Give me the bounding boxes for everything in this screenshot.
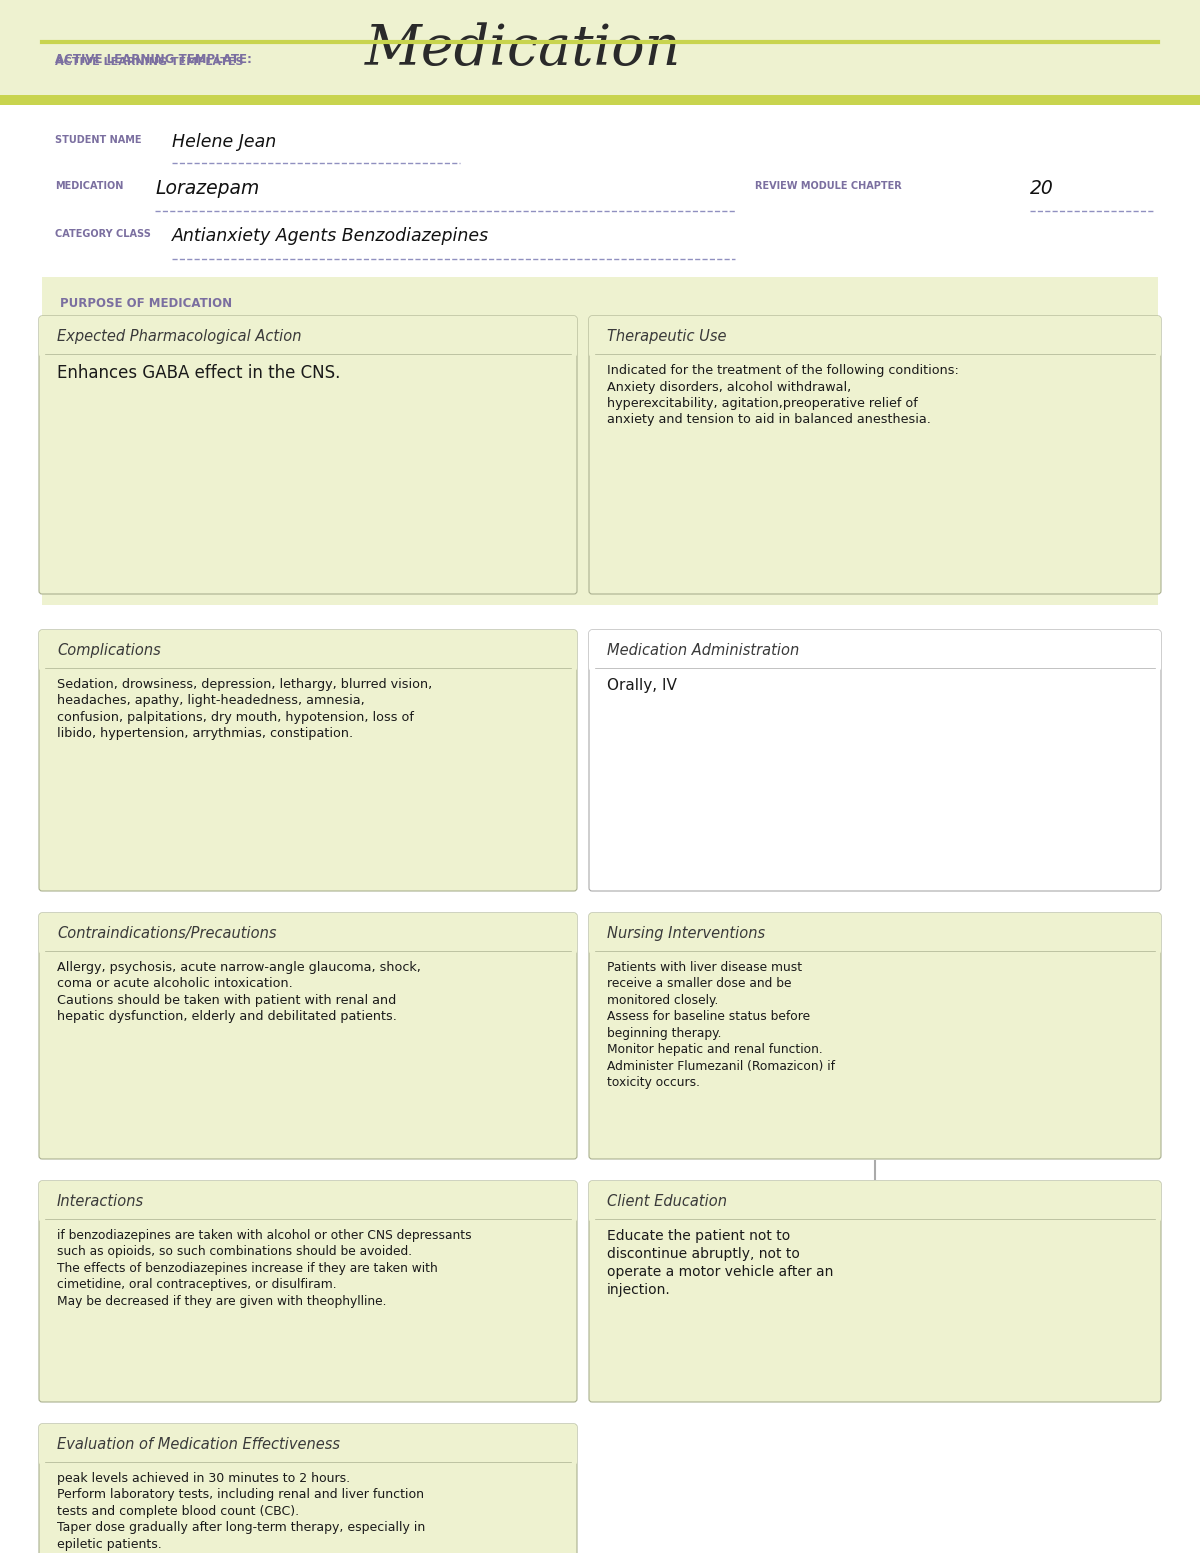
FancyBboxPatch shape xyxy=(589,913,1162,1159)
FancyBboxPatch shape xyxy=(38,315,577,357)
FancyBboxPatch shape xyxy=(589,631,1162,891)
FancyBboxPatch shape xyxy=(589,913,1162,954)
Text: Sedation, drowsiness, depression, lethargy, blurred vision,
headaches, apathy, l: Sedation, drowsiness, depression, lethar… xyxy=(58,679,432,741)
Text: PURPOSE OF MEDICATION: PURPOSE OF MEDICATION xyxy=(60,297,232,311)
Text: STUDENT NAME: STUDENT NAME xyxy=(55,135,142,144)
Text: Helene Jean: Helene Jean xyxy=(172,134,276,151)
Text: Enhances GABA effect in the CNS.: Enhances GABA effect in the CNS. xyxy=(58,363,341,382)
Text: Allergy, psychosis, acute narrow-angle glaucoma, shock,
coma or acute alcoholic : Allergy, psychosis, acute narrow-angle g… xyxy=(58,961,421,1023)
Text: Medication Administration: Medication Administration xyxy=(607,643,799,658)
FancyBboxPatch shape xyxy=(38,913,577,954)
FancyBboxPatch shape xyxy=(38,1180,577,1222)
Text: Nursing Interventions: Nursing Interventions xyxy=(607,926,766,941)
FancyBboxPatch shape xyxy=(589,631,1162,671)
FancyBboxPatch shape xyxy=(38,315,577,593)
Text: peak levels achieved in 30 minutes to 2 hours.
Perform laboratory tests, includi: peak levels achieved in 30 minutes to 2 … xyxy=(58,1472,425,1551)
Text: Contraindications/Precautions: Contraindications/Precautions xyxy=(58,926,276,941)
FancyBboxPatch shape xyxy=(589,315,1162,357)
Bar xyxy=(0,0,1200,106)
Text: CATEGORY CLASS: CATEGORY CLASS xyxy=(55,228,151,239)
Text: Medication: Medication xyxy=(365,23,682,78)
Text: Patients with liver disease must
receive a smaller dose and be
monitored closely: Patients with liver disease must receive… xyxy=(607,961,835,1090)
Text: 20: 20 xyxy=(1030,179,1054,197)
FancyBboxPatch shape xyxy=(38,913,577,1159)
Text: Client Education: Client Education xyxy=(607,1194,727,1208)
Text: REVIEW MODULE CHAPTER: REVIEW MODULE CHAPTER xyxy=(755,182,901,191)
Text: Therapeutic Use: Therapeutic Use xyxy=(607,329,726,345)
FancyBboxPatch shape xyxy=(589,315,1162,593)
Text: Interactions: Interactions xyxy=(58,1194,144,1208)
Text: ACTIVE LEARNING TEMPLATES: ACTIVE LEARNING TEMPLATES xyxy=(55,57,244,67)
Text: Expected Pharmacological Action: Expected Pharmacological Action xyxy=(58,329,301,345)
Text: Antianxiety Agents Benzodiazepines: Antianxiety Agents Benzodiazepines xyxy=(172,227,490,245)
FancyBboxPatch shape xyxy=(38,1424,577,1464)
Bar xyxy=(0,95,1200,106)
FancyBboxPatch shape xyxy=(38,1180,577,1402)
FancyBboxPatch shape xyxy=(589,1180,1162,1402)
FancyBboxPatch shape xyxy=(38,1424,577,1553)
Text: Educate the patient not to
discontinue abruptly, not to
operate a motor vehicle : Educate the patient not to discontinue a… xyxy=(607,1228,833,1297)
Text: Orally, IV: Orally, IV xyxy=(607,679,677,693)
Text: MEDICATION: MEDICATION xyxy=(55,182,124,191)
FancyBboxPatch shape xyxy=(38,631,577,891)
Text: Indicated for the treatment of the following conditions:
Anxiety disorders, alco: Indicated for the treatment of the follo… xyxy=(607,363,959,427)
Text: if benzodiazepines are taken with alcohol or other CNS depressants
such as opioi: if benzodiazepines are taken with alcoho… xyxy=(58,1228,472,1308)
FancyBboxPatch shape xyxy=(589,1180,1162,1222)
Text: Lorazepam: Lorazepam xyxy=(155,179,259,197)
Text: Evaluation of Medication Effectiveness: Evaluation of Medication Effectiveness xyxy=(58,1437,340,1452)
Bar xyxy=(42,276,1158,606)
Text: ACTIVE LEARNING TEMPLATE:: ACTIVE LEARNING TEMPLATE: xyxy=(55,53,252,67)
Text: Complications: Complications xyxy=(58,643,161,658)
FancyBboxPatch shape xyxy=(38,631,577,671)
